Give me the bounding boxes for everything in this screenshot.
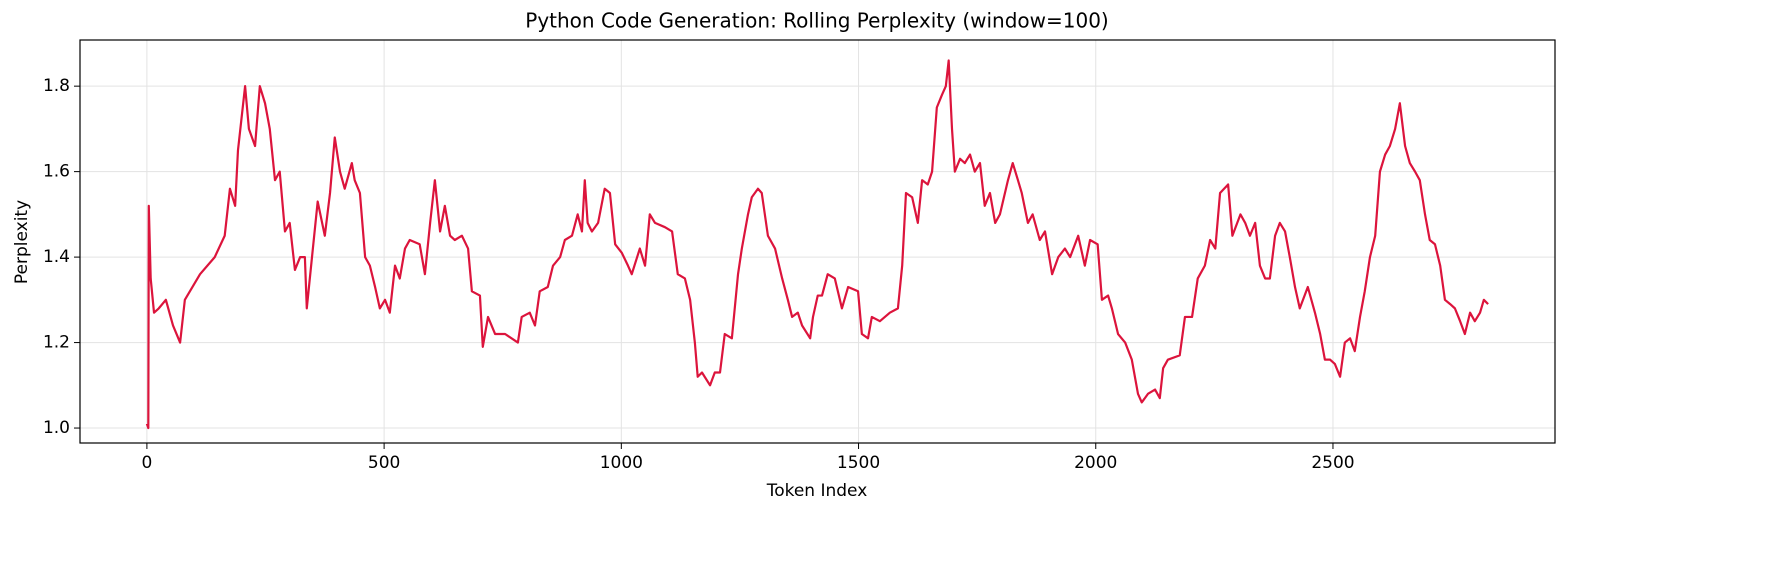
y-tick-label: 1.2 <box>43 333 70 353</box>
y-tick-label: 1.0 <box>43 418 70 438</box>
y-axis-label: Perplexity <box>12 200 32 284</box>
x-tick-label: 500 <box>368 453 400 473</box>
data-line <box>145 59 1489 430</box>
x-tick-label: 2000 <box>1074 453 1117 473</box>
x-tick-label: 1000 <box>600 453 643 473</box>
y-tick-label: 1.4 <box>43 247 70 267</box>
x-tick-label: 2500 <box>1311 453 1354 473</box>
x-tick-label: 0 <box>141 453 152 473</box>
plot-frame <box>79 39 1556 444</box>
x-tick-label: 1500 <box>837 453 880 473</box>
chart-title: Python Code Generation: Rolling Perplexi… <box>525 9 1108 33</box>
y-tick-label: 1.6 <box>43 162 70 182</box>
x-axis-label: Token Index <box>766 481 868 501</box>
y-tick-label: 1.8 <box>43 76 70 96</box>
